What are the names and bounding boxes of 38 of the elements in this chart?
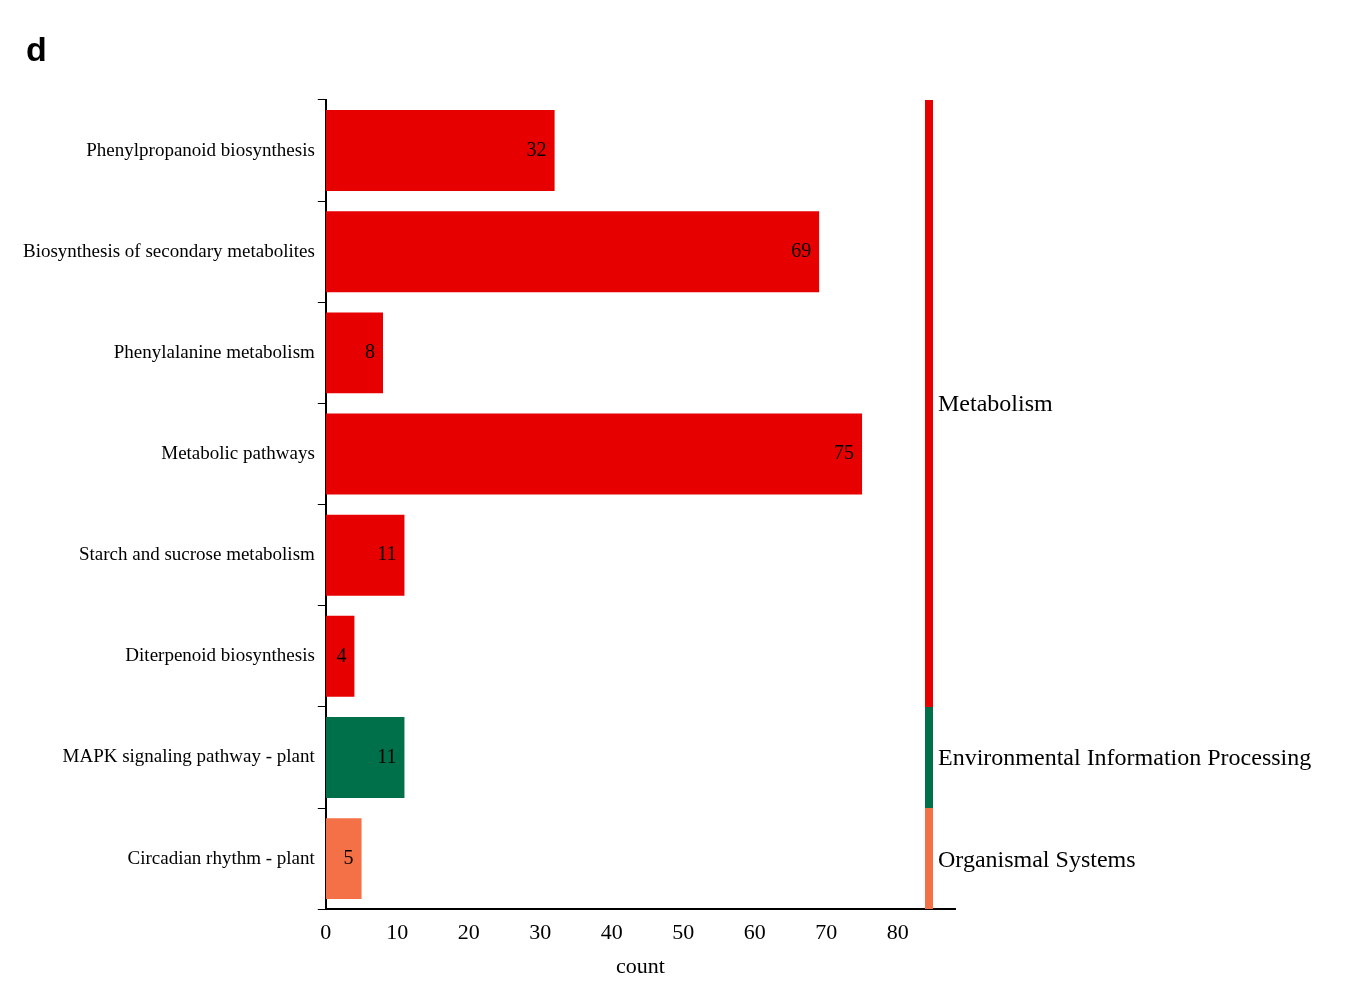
x-tick-label: 80 [886, 919, 909, 945]
data-label: 69 [791, 238, 812, 261]
x-tick-label: 10 [386, 919, 409, 945]
data-label: 4 [336, 643, 347, 666]
x-tick-label: 40 [600, 919, 623, 945]
y-tick-label: Starch and sucrose metabolism [78, 543, 316, 565]
bar [325, 615, 355, 697]
annotation: Organismal Systems [938, 845, 1136, 873]
data-label: 11 [377, 744, 397, 767]
bar [325, 211, 820, 293]
data-label: 8 [365, 340, 376, 363]
x-tick-label: 20 [457, 919, 480, 945]
x-axis-title: count [615, 952, 665, 978]
data-label: 75 [834, 441, 855, 464]
x-tick-label: 60 [743, 919, 766, 945]
x-tick-label: 70 [815, 919, 838, 945]
bar [325, 717, 405, 798]
bar [325, 312, 384, 394]
x-tick-label: 50 [672, 919, 695, 945]
y-tick-label: Phenylpropanoid biosynthesis [86, 138, 315, 160]
y-tick-label: Diterpenoid biosynthesis [125, 644, 315, 666]
bar [325, 413, 863, 495]
annotation: Metabolism [938, 389, 1053, 417]
x-tick-label: 0 [320, 919, 332, 945]
y-tick-label: Biosynthesis of secondary metabolites [23, 239, 315, 261]
y-tick-label: Phenylalanine metabolism [113, 340, 316, 362]
y-tick-label: Circadian rhythm - plant [127, 846, 316, 868]
data-label: 5 [343, 845, 354, 868]
bar [325, 818, 362, 900]
y-tick-label: MAPK signaling pathway - plant [62, 745, 316, 767]
text: d [26, 30, 47, 69]
x-tick-label: 30 [529, 919, 552, 945]
bar [325, 514, 405, 596]
data-label: 32 [526, 137, 547, 160]
data-label: 11 [377, 542, 397, 565]
bar [325, 110, 555, 192]
annotation: Environmental Information Processing [938, 743, 1312, 771]
y-tick-label: Metabolic pathways [161, 442, 315, 464]
